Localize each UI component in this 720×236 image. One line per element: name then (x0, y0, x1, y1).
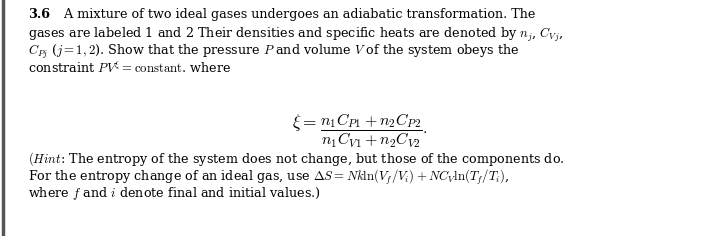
Text: 3.6: 3.6 (28, 8, 50, 21)
Text: For the entropy change of an ideal gas, use $\Delta S = Nk\ln(V_f/V_i)+NC_V\ln(T: For the entropy change of an ideal gas, … (28, 168, 509, 187)
Text: constraint $PV^\xi = \mathrm{constant}$. where: constraint $PV^\xi = \mathrm{constant}$.… (28, 60, 231, 76)
Text: $\dfrac{n_1C_{P1} + n_2C_{P2}}{n_1C_{V1} + n_2C_{V2}}.$: $\dfrac{n_1C_{P1} + n_2C_{P2}}{n_1C_{V1}… (320, 112, 428, 150)
Text: $\xi =$: $\xi =$ (292, 112, 317, 133)
Text: $C_{Pj}$ ($j = 1, 2$). Show that the pressure $P$ and volume $V$ of the system o: $C_{Pj}$ ($j = 1, 2$). Show that the pre… (28, 43, 520, 61)
Text: A mixture of two ideal gases undergoes an adiabatic transformation. The: A mixture of two ideal gases undergoes a… (56, 8, 536, 21)
Text: where $f$ and $i$ denote final and initial values.): where $f$ and $i$ denote final and initi… (28, 185, 321, 202)
Text: $(\mathit{Hint}$: The entropy of the system does not change, but those of the co: $(\mathit{Hint}$: The entropy of the sys… (28, 150, 564, 168)
Text: gases are labeled 1 and 2 Their densities and specific heats are denoted by $n_j: gases are labeled 1 and 2 Their densitie… (28, 25, 563, 44)
